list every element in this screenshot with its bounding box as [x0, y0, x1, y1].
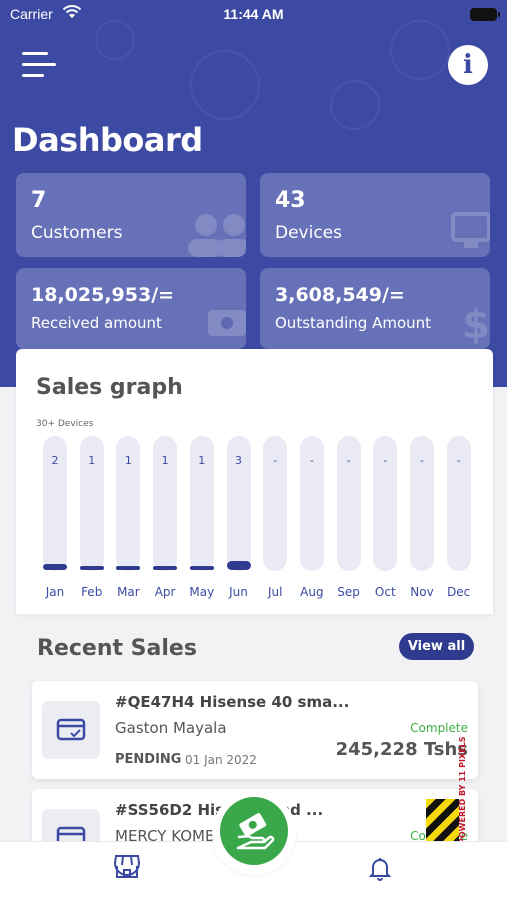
received-amount-value: 18,025,953/= [31, 284, 175, 306]
carrier-label: Carrier [10, 6, 53, 22]
recent-sales-title: Recent Sales [37, 636, 197, 661]
cash-hand-icon[interactable] [220, 797, 288, 865]
background-doodle [190, 50, 260, 120]
sale-status: PENDING [115, 752, 182, 767]
bar-track [373, 436, 398, 571]
background-doodle [330, 80, 380, 130]
bar-count-label: 2 [51, 454, 59, 467]
outstanding-amount-value: 3,608,549/= [275, 284, 405, 306]
month-label: Feb [81, 585, 103, 599]
bar-track [446, 436, 471, 571]
month-label: Jul [267, 585, 283, 599]
received-amount-label: Received amount [31, 314, 162, 332]
sale-amount: 245,228 Tshs [335, 739, 468, 760]
month-label: Oct [374, 585, 396, 599]
background-doodle [390, 20, 450, 80]
bar-fill [43, 563, 67, 570]
outstanding-amount-label: Outstanding Amount [275, 314, 432, 332]
stat-card-received[interactable]: 18,025,953/= Received amount [16, 268, 246, 349]
month-label: Jun [229, 585, 248, 599]
bar-count-label: - [273, 454, 278, 467]
bar-count-label: - [420, 454, 424, 467]
month-label: May [189, 585, 215, 599]
dollar-icon: $ [462, 302, 490, 346]
hamburger-menu-icon[interactable] [22, 50, 58, 80]
bar-count-label: - [456, 454, 461, 467]
bar-count-label: 1 [88, 454, 96, 467]
customers-label: Customers [31, 223, 123, 243]
devices-label: Devices [275, 223, 342, 243]
devices-count: 43 [275, 188, 306, 213]
sale-customer: MERCY KOMBA [115, 827, 226, 845]
stat-card-customers[interactable]: 7 Customers [16, 173, 246, 257]
bar-track [153, 436, 178, 571]
device-icon [451, 212, 490, 248]
month-label: Jan [45, 585, 65, 599]
bar-fill [79, 566, 104, 570]
sales-graph-title: Sales graph [36, 375, 183, 400]
month-label: Nov [410, 585, 434, 599]
store-icon[interactable] [113, 853, 141, 879]
bar-track [410, 436, 434, 571]
sale-title: #QE47H4 Hisense 40 sma... [115, 693, 350, 711]
bar-track [226, 436, 251, 571]
customers-count: 7 [31, 188, 47, 213]
bar-fill [226, 561, 251, 570]
bar-count-label: - [383, 454, 388, 467]
bar-fill [116, 566, 141, 570]
bar-count-label: - [309, 454, 314, 467]
bell-icon[interactable] [368, 856, 392, 882]
bar-track [116, 436, 141, 571]
cash-icon [208, 310, 246, 336]
bar-track [43, 436, 67, 571]
header-background [0, 0, 507, 387]
sale-state: Complete [410, 721, 468, 735]
sale-customer: Gaston Mayala [115, 719, 227, 737]
status-bar: Carrier 11:44 AM [0, 0, 507, 30]
bar-count-label: 1 [124, 454, 132, 467]
svg-text:$: $ [462, 302, 490, 346]
sales-graph-card: Sales graph 30+ Devices 2 Jan 1 Feb 1 Mar 1 Apr… [16, 349, 493, 614]
battery-icon [470, 8, 500, 21]
bar-count-label: - [346, 454, 351, 467]
wifi-icon [62, 5, 82, 18]
sale-card[interactable]: #QE47H4 Hisense 40 sma... Gaston Mayala … [32, 681, 478, 779]
customers-icon [188, 214, 246, 257]
menu-line [22, 74, 44, 77]
month-label: Aug [300, 585, 324, 599]
credit-card-icon [42, 701, 100, 759]
background-doodle [95, 20, 135, 60]
menu-line [22, 52, 48, 55]
bar-track [299, 436, 324, 571]
watermark: POWERED BY 11 PIXELS [458, 736, 472, 845]
page-title: Dashboard [12, 121, 203, 159]
bar-track [189, 436, 214, 571]
bar-fill [189, 566, 214, 570]
sale-date: 01 Jan 2022 [185, 753, 257, 767]
menu-line [22, 63, 56, 66]
month-label: Sep [337, 585, 360, 599]
hazard-stripes [426, 799, 459, 841]
view-all-button[interactable]: View all [399, 633, 474, 660]
sales-graph-y-label: 30+ Devices [36, 419, 94, 429]
bar-count-label: 3 [235, 454, 242, 467]
clock: 11:44 AM [223, 6, 284, 22]
watermark-text: POWERED BY 11 PIXELS [458, 736, 467, 845]
month-label: Dec [447, 585, 471, 599]
stat-card-outstanding[interactable]: $ 3,608,549/= Outstanding Amount [260, 268, 490, 349]
bar-count-label: 1 [161, 454, 169, 467]
bar-count-label: 1 [198, 454, 206, 467]
bar-track [263, 436, 288, 571]
month-label: Mar [117, 585, 140, 599]
info-icon[interactable]: i [448, 45, 488, 85]
bar-track [336, 436, 361, 571]
stat-card-devices[interactable]: 43 Devices [260, 173, 490, 257]
month-label: Apr [154, 585, 176, 599]
bar-fill [153, 566, 178, 570]
bar-track [79, 436, 104, 571]
